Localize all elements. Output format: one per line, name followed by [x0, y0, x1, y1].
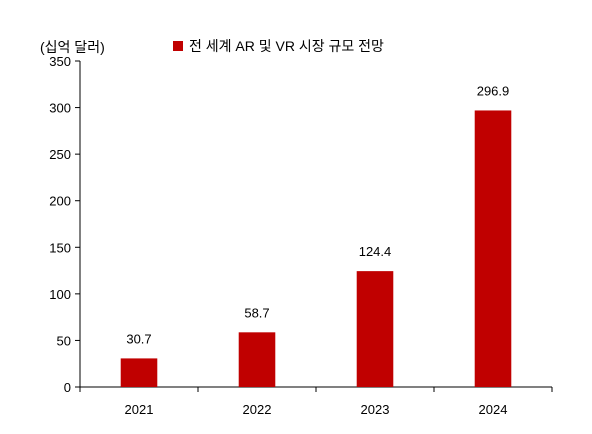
y-tick-label: 300 — [49, 101, 71, 116]
x-tick-label: 2024 — [479, 402, 508, 417]
y-tick-label: 200 — [49, 194, 71, 209]
y-tick-label: 100 — [49, 287, 71, 302]
y-tick-label: 350 — [49, 54, 71, 69]
data-labels: 30.7 58.7 124.4 296.9 — [126, 83, 509, 346]
bar — [356, 271, 394, 387]
y-tick-label: 50 — [57, 333, 71, 348]
x-tick-label: 2023 — [361, 402, 390, 417]
y-axis: 0 50 100 150 200 250 300 350 — [49, 54, 81, 395]
y-tick-label: 250 — [49, 147, 71, 162]
legend-label: 전 세계 AR 및 VR 시장 규모 전망 — [189, 38, 384, 54]
y-axis-unit-label: (십억 달러) — [40, 39, 105, 55]
x-axis: 2021 2022 2023 2024 — [79, 386, 553, 417]
x-tick-label: 2022 — [243, 402, 272, 417]
data-label: 58.7 — [244, 305, 269, 320]
x-tick-label: 2021 — [125, 402, 154, 417]
data-label: 30.7 — [126, 331, 151, 346]
legend-swatch — [173, 41, 183, 51]
bar — [120, 358, 158, 387]
y-tick-label: 0 — [64, 380, 71, 395]
y-tick-label: 150 — [49, 240, 71, 255]
bar — [474, 110, 512, 387]
data-label: 124.4 — [359, 244, 392, 259]
bars — [120, 110, 512, 387]
legend: 전 세계 AR 및 VR 시장 규모 전망 — [173, 38, 384, 54]
bar — [238, 332, 276, 387]
data-label: 296.9 — [477, 83, 510, 98]
